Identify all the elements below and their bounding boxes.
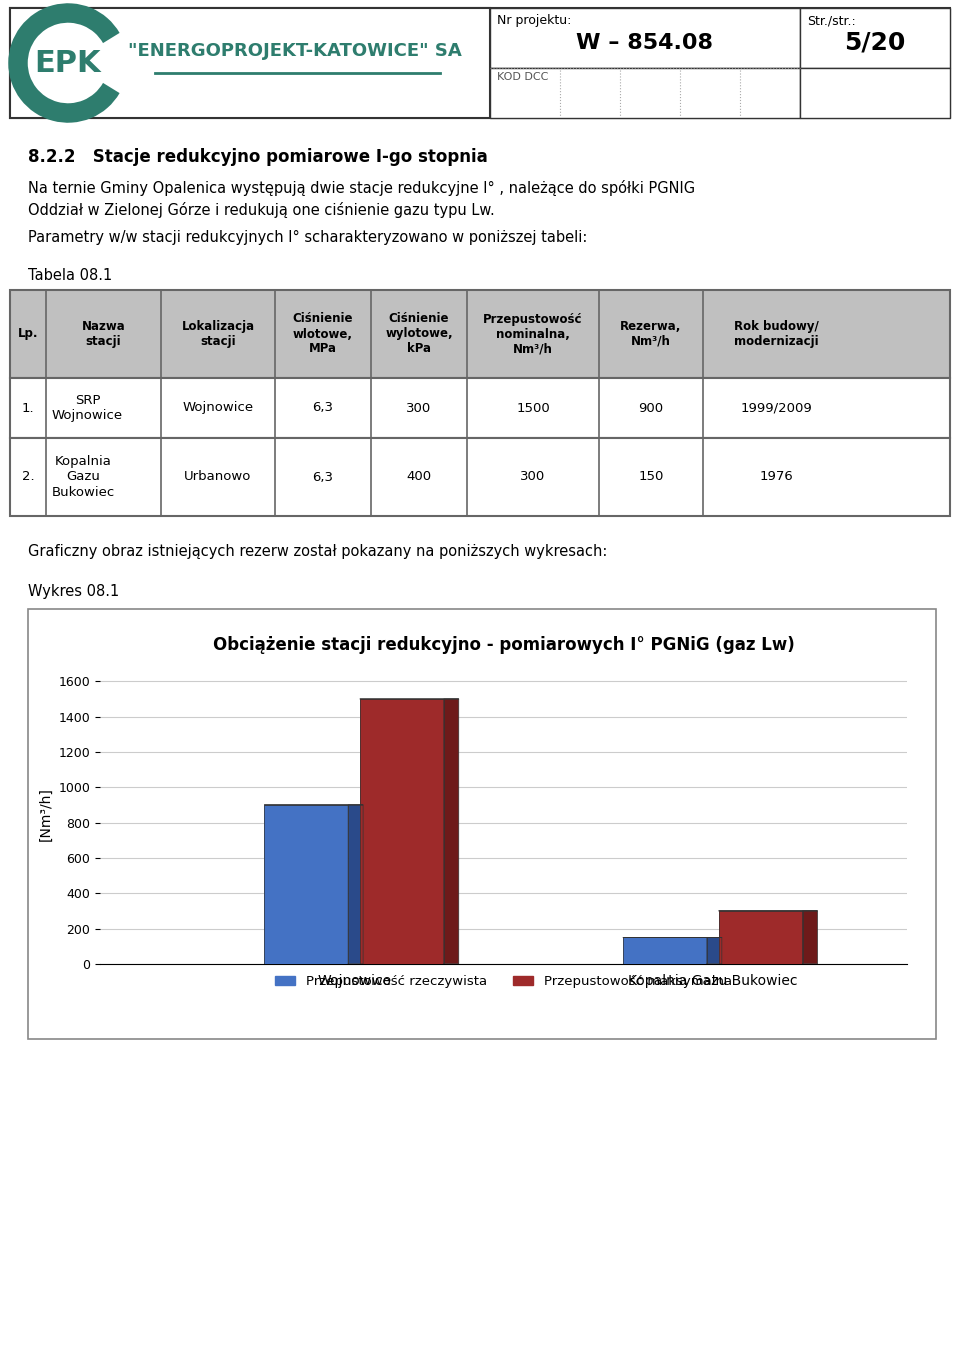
Text: Tabela 08.1: Tabela 08.1 — [28, 268, 112, 283]
Text: Ciśnienie
wlotowe,
MPa: Ciśnienie wlotowe, MPa — [293, 313, 353, 355]
Text: Oddział w Zielonej Górze i redukują one ciśnienie gazu typu Lw.: Oddział w Zielonej Górze i redukują one … — [28, 202, 494, 219]
Text: Rezerwa,
Nm³/h: Rezerwa, Nm³/h — [620, 320, 682, 348]
Bar — [10, 290, 950, 378]
Text: Przepustowość
nominalna,
Nm³/h: Przepustowość nominalna, Nm³/h — [483, 313, 583, 355]
Text: Lokalizacja
stacji: Lokalizacja stacji — [181, 320, 254, 348]
Text: Wykres 08.1: Wykres 08.1 — [28, 585, 119, 600]
Bar — [10, 378, 950, 438]
Text: 6,3: 6,3 — [313, 470, 333, 484]
Polygon shape — [348, 805, 363, 964]
Text: 5/20: 5/20 — [844, 31, 905, 55]
Text: 300: 300 — [406, 402, 432, 414]
Text: Ciśnienie
wylotowe,
kPa: Ciśnienie wylotowe, kPa — [385, 313, 453, 355]
Bar — [10, 8, 950, 117]
Text: 300: 300 — [520, 470, 545, 484]
Text: Kopalnia
Gazu
Bukowiec: Kopalnia Gazu Bukowiec — [52, 455, 115, 499]
Text: SRP
Wojnowice: SRP Wojnowice — [52, 393, 123, 422]
Bar — [360, 699, 444, 964]
Text: EPK: EPK — [35, 49, 102, 78]
Bar — [28, 609, 936, 1040]
Text: 1976: 1976 — [759, 470, 793, 484]
Text: 6,3: 6,3 — [313, 402, 333, 414]
Legend: Przepustowość rzeczywista, Przepustowość maksymalna: Przepustowość rzeczywista, Przepustowość… — [270, 970, 737, 993]
Polygon shape — [803, 911, 818, 964]
Text: Nr projektu:: Nr projektu: — [497, 14, 571, 27]
Text: 1500: 1500 — [516, 402, 550, 414]
Text: "ENERGOPROJEKT-KATOWICE" SA: "ENERGOPROJEKT-KATOWICE" SA — [128, 42, 462, 60]
Title: Obciążenie stacji redukcyjno - pomiarowych I° PGNiG (gaz Lw): Obciążenie stacji redukcyjno - pomiarowy… — [213, 635, 795, 654]
Bar — [490, 8, 800, 68]
Text: KOD DCC: KOD DCC — [497, 72, 548, 82]
Text: Urbanowo: Urbanowo — [184, 470, 252, 484]
Text: Str./str.:: Str./str.: — [807, 14, 855, 27]
Text: 2.: 2. — [22, 470, 35, 484]
Y-axis label: [Nm³/h]: [Nm³/h] — [38, 787, 53, 840]
Text: Wojnowice: Wojnowice — [182, 402, 253, 414]
Text: Na ternie Gminy Opalenica występują dwie stacje redukcyjne I° , należące do spół: Na ternie Gminy Opalenica występują dwie… — [28, 180, 695, 195]
Bar — [10, 8, 490, 117]
Text: Parametry w/w stacji redukcyjnych I° scharakteryzowano w poniższej tabeli:: Parametry w/w stacji redukcyjnych I° sch… — [28, 229, 588, 245]
Text: Lp.: Lp. — [17, 328, 38, 340]
Text: Graficzny obraz istniejących rezerw został pokazany na poniższych wykresach:: Graficzny obraz istniejących rezerw zost… — [28, 544, 608, 559]
Text: Rok budowy/
modernizacji: Rok budowy/ modernizacji — [734, 320, 819, 348]
Text: 1.: 1. — [22, 402, 35, 414]
Polygon shape — [444, 699, 459, 964]
Bar — [719, 911, 803, 964]
Polygon shape — [707, 937, 722, 964]
Text: 900: 900 — [638, 402, 663, 414]
Text: 150: 150 — [638, 470, 663, 484]
Bar — [490, 68, 800, 117]
Bar — [10, 438, 950, 516]
Text: 1999/2009: 1999/2009 — [740, 402, 812, 414]
Text: Nazwa
stacji: Nazwa stacji — [82, 320, 126, 348]
Bar — [800, 68, 950, 117]
Text: W – 854.08: W – 854.08 — [577, 33, 713, 53]
Bar — [264, 805, 348, 964]
Bar — [623, 937, 707, 964]
Bar — [800, 8, 950, 68]
Text: 8.2.2   Stacje redukcyjno pomiarowe I-go stopnia: 8.2.2 Stacje redukcyjno pomiarowe I-go s… — [28, 148, 488, 167]
Text: 400: 400 — [406, 470, 432, 484]
